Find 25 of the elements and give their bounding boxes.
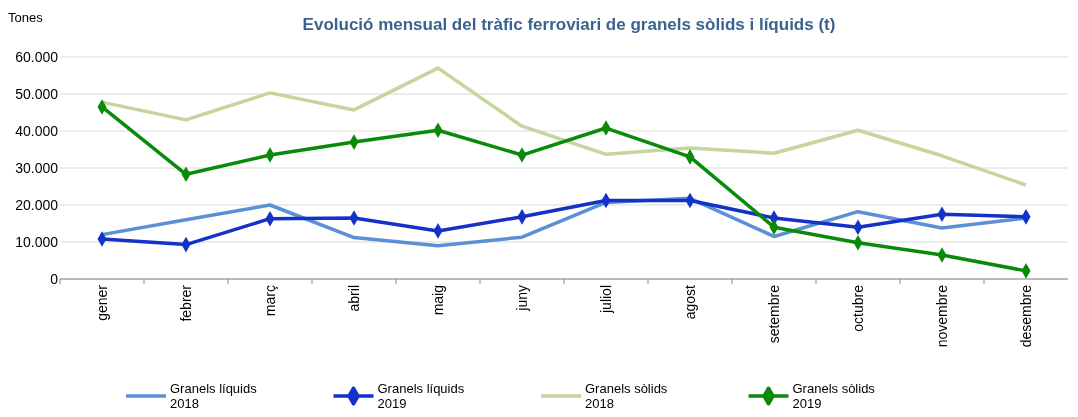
x-tick-label: setembre <box>766 284 782 344</box>
y-axis-title: Tones <box>8 10 44 25</box>
y-tick-label: 20.000 <box>15 197 59 213</box>
x-tick-label: desembre <box>1018 284 1034 348</box>
x-tick-label: abril <box>346 285 362 312</box>
chart-title: Evolució mensual del tràfic ferroviari de granels sòlids i líquids (t) <box>302 15 836 34</box>
x-tick-label: gener <box>94 284 110 321</box>
x-tick-label: març <box>262 285 278 317</box>
x-tick-label: maig <box>430 285 446 316</box>
x-tick-label: novembre <box>934 284 950 348</box>
legend-label: Granels líquids 2018 <box>170 381 258 411</box>
y-tick-label: 40.000 <box>15 123 59 139</box>
legend-label: Granels líquids 2019 <box>377 381 465 411</box>
x-tick-label: juliol <box>598 285 614 315</box>
legend-label: Granels sòlids 2019 <box>792 381 876 411</box>
y-tick-label: 30.000 <box>15 160 59 176</box>
x-tick-label: agost <box>682 284 698 320</box>
legend-label: Granels sòlids 2018 <box>585 381 668 411</box>
y-tick-label: 10.000 <box>15 234 59 250</box>
x-tick-label: juny <box>514 285 530 312</box>
x-tick-label: octubre <box>850 284 866 332</box>
y-tick-label: 0 <box>50 271 59 287</box>
x-tick-label: febrer <box>178 284 194 322</box>
y-tick-label: 50.000 <box>15 86 59 102</box>
y-tick-label: 60.000 <box>15 49 59 65</box>
